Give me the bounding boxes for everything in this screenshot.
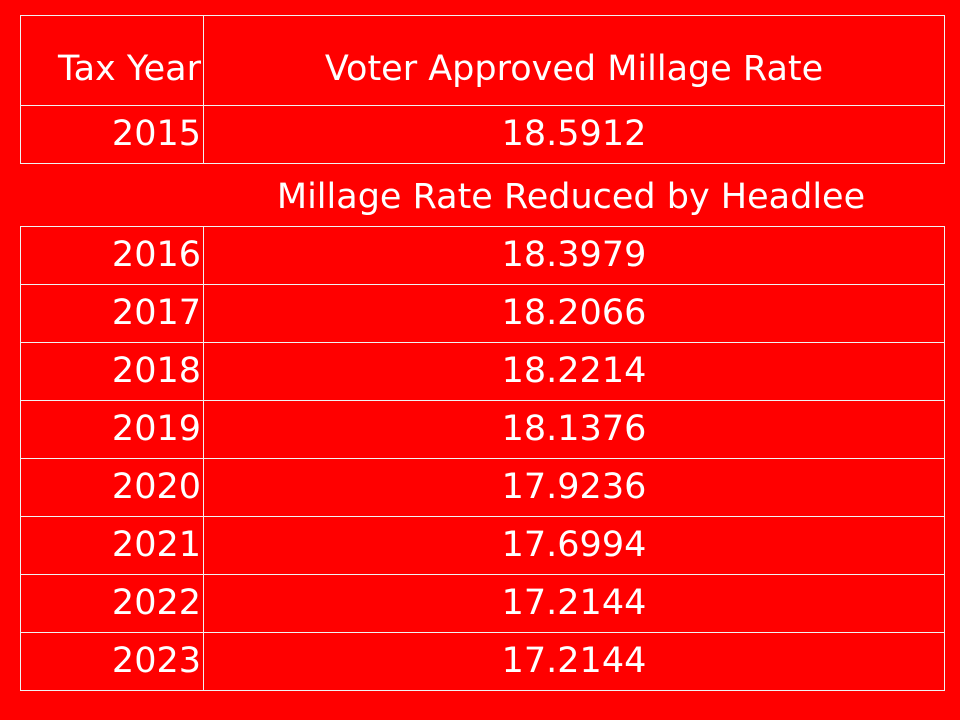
tax-year-header: Tax Year [20, 15, 204, 106]
rate-cell: 18.1376 [203, 400, 945, 459]
table-row: 2019 18.1376 [20, 400, 945, 459]
year-cell: 2021 [20, 516, 204, 575]
table-row: 2021 17.6994 [20, 516, 945, 575]
year-cell: 2020 [20, 458, 204, 517]
rate-cell: 18.2214 [203, 342, 945, 401]
table-row: 2020 17.9236 [20, 458, 945, 517]
rate-cell: 17.9236 [203, 458, 945, 517]
year-cell: 2022 [20, 574, 204, 633]
headlee-reduced-table: 2016 18.3979 2017 18.2066 2018 18.2214 2… [20, 226, 945, 691]
table-header-row: Tax Year Voter Approved Millage Rate [20, 15, 945, 106]
year-cell: 2017 [20, 284, 204, 343]
rate-cell: 18.5912 [203, 105, 945, 164]
headlee-section-label: Millage Rate Reduced by Headlee [276, 177, 866, 217]
year-cell: 2018 [20, 342, 204, 401]
year-cell: 2019 [20, 400, 204, 459]
table-row: 2017 18.2066 [20, 284, 945, 343]
year-cell: 2016 [20, 226, 204, 285]
rate-cell: 17.2144 [203, 632, 945, 691]
rate-cell: 18.2066 [203, 284, 945, 343]
table-row: 2016 18.3979 [20, 226, 945, 285]
voter-approved-rate-header: Voter Approved Millage Rate [203, 15, 945, 106]
rate-cell: 17.2144 [203, 574, 945, 633]
year-cell: 2023 [20, 632, 204, 691]
voter-approved-table: Tax Year Voter Approved Millage Rate 201… [20, 15, 945, 164]
rate-cell: 18.3979 [203, 226, 945, 285]
table-row: 2018 18.2214 [20, 342, 945, 401]
table-row: 2023 17.2144 [20, 632, 945, 691]
table-row: 2015 18.5912 [20, 105, 945, 164]
year-cell: 2015 [20, 105, 204, 164]
rate-cell: 17.6994 [203, 516, 945, 575]
table-row: 2022 17.2144 [20, 574, 945, 633]
